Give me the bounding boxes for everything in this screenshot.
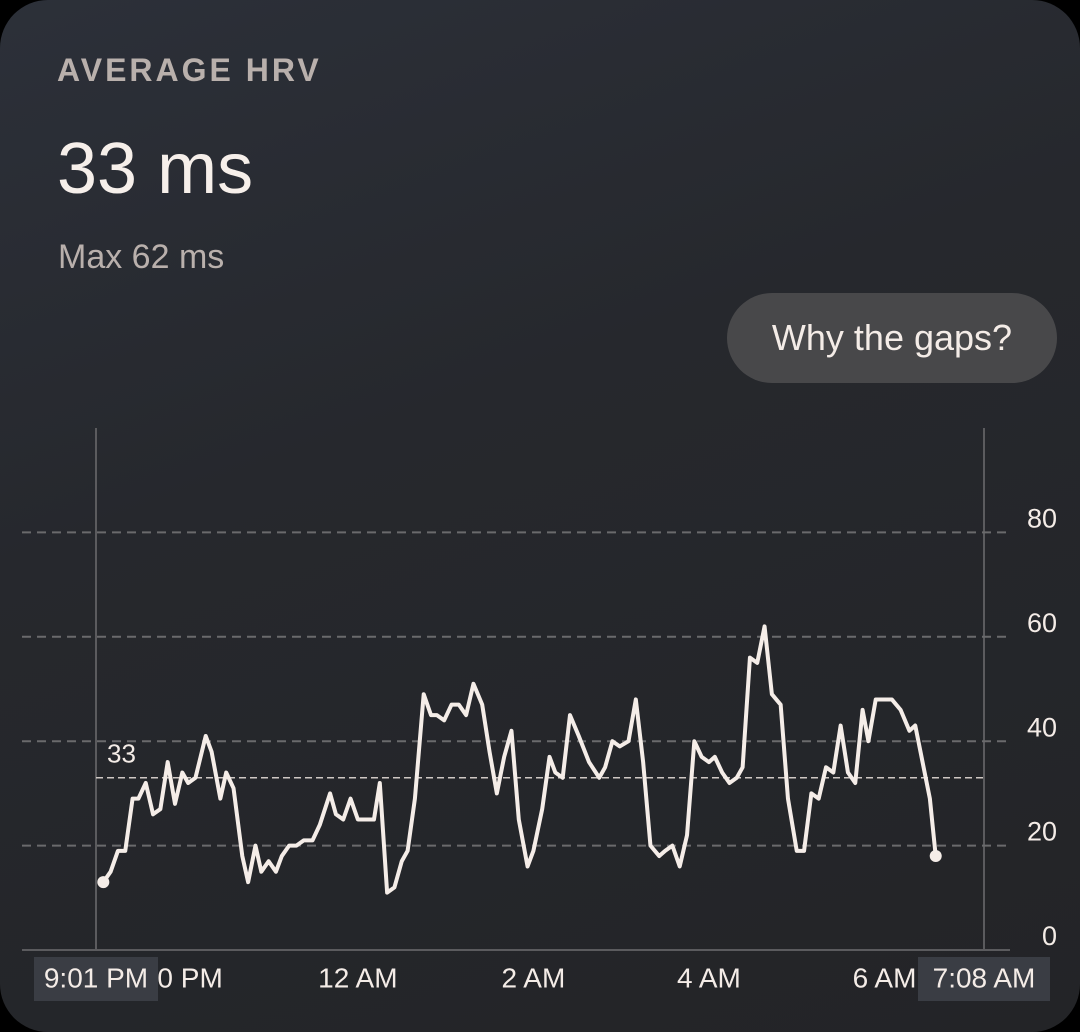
x-tick-label: 6 AM bbox=[853, 962, 917, 993]
x-tick-label: 12 AM bbox=[318, 962, 397, 993]
x-tick-label: 9:01 PM bbox=[44, 962, 148, 993]
end-label-box bbox=[34, 957, 158, 1001]
x-tick-label: 2 AM bbox=[502, 962, 566, 993]
end-label-box bbox=[918, 957, 1050, 1001]
x-tick-label: 4 AM bbox=[677, 962, 741, 993]
end-dot bbox=[929, 850, 942, 863]
hrv-line bbox=[101, 624, 938, 895]
max-value: Max 62 ms bbox=[58, 238, 225, 276]
y-tick-label: 80 bbox=[1027, 504, 1057, 534]
x-tick-label: 7:08 AM bbox=[933, 962, 1036, 993]
end-dot bbox=[97, 876, 110, 889]
y-tick-label: 60 bbox=[1027, 608, 1057, 638]
why-gaps-button[interactable]: Why the gaps? bbox=[727, 293, 1057, 383]
average-label: 33 bbox=[107, 739, 136, 769]
average-value: 33 ms bbox=[57, 129, 254, 209]
card-title: AVERAGE HRV bbox=[57, 52, 322, 88]
y-tick-label: 0 bbox=[1042, 921, 1057, 951]
y-tick-label: 40 bbox=[1027, 712, 1057, 742]
y-tick-label: 20 bbox=[1027, 817, 1057, 847]
